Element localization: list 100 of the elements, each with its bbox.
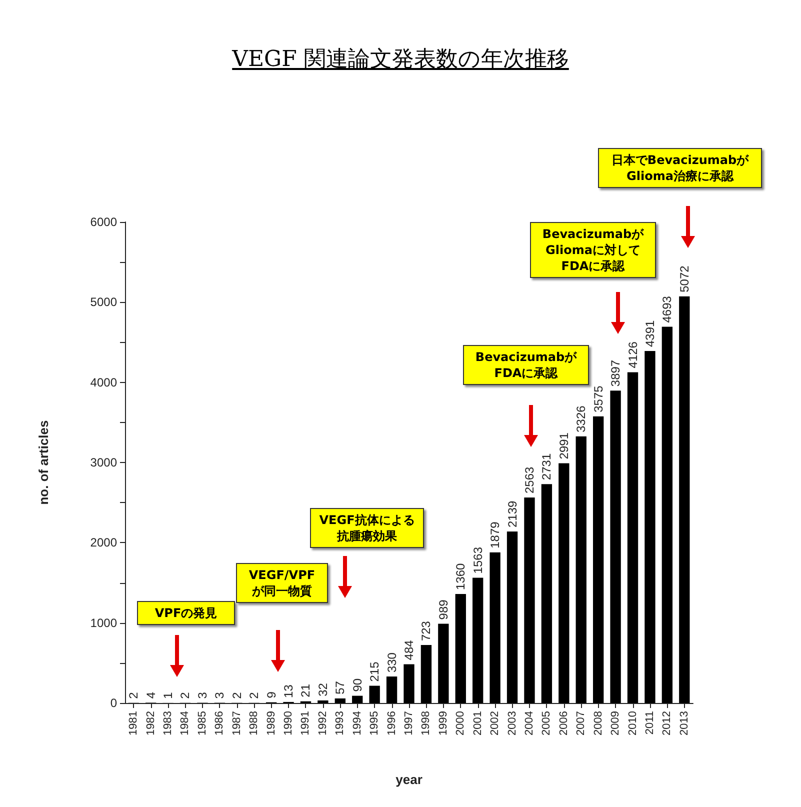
y-tick-label: 3000 <box>90 456 118 470</box>
x-tick-label: 2011 <box>644 711 656 735</box>
data-label: 2991 <box>556 432 571 460</box>
data-label: 90 <box>350 678 364 692</box>
x-tick-label: 1987 <box>230 711 243 736</box>
x-tick-label: 1983 <box>162 711 174 736</box>
x-tick-label: 1992 <box>316 711 329 736</box>
data-label: 330 <box>384 652 399 673</box>
bar <box>541 484 552 703</box>
data-label: 2139 <box>505 500 520 528</box>
x-tick-label: 2003 <box>506 711 518 736</box>
bar <box>627 372 638 703</box>
x-tick-label: 1984 <box>179 711 192 736</box>
x-tick-label: 2007 <box>575 711 588 736</box>
data-label: 484 <box>402 640 416 660</box>
data-label: 2731 <box>540 453 554 480</box>
x-axis-title: year <box>396 772 422 787</box>
data-label: 57 <box>333 680 348 694</box>
note-box: BevacizumabがGliomaに対してFDAに承認 <box>530 222 656 278</box>
x-tick-label: 1982 <box>144 711 157 736</box>
bar <box>386 676 398 703</box>
bar <box>576 436 586 703</box>
y-tick-label: 1000 <box>90 616 118 630</box>
bar <box>593 416 604 703</box>
bar <box>318 700 328 703</box>
data-label: 3326 <box>574 405 588 432</box>
note-box: BevacizumabがFDAに承認 <box>463 345 589 385</box>
x-tick-label: 1996 <box>386 711 398 736</box>
y-tick-label: 4000 <box>90 375 118 390</box>
x-tick-label: 2001 <box>472 711 484 736</box>
note-box: 日本でBevacizumabがGlioma治療に承認 <box>598 148 762 188</box>
x-tick-label: 2000 <box>454 711 467 736</box>
bar <box>506 532 518 703</box>
note-box: VPFの発見 <box>137 601 235 625</box>
data-label: 9 <box>264 691 278 698</box>
bar <box>472 578 484 703</box>
bar <box>438 624 449 703</box>
x-tick-label: 2004 <box>523 711 536 736</box>
data-label: 4693 <box>660 296 674 323</box>
data-label: 4391 <box>642 320 657 347</box>
bar <box>455 594 466 703</box>
y-axis-title: no. of articles <box>36 420 51 505</box>
x-tick-label: 1989 <box>265 711 278 736</box>
note-box: VEGF/VPFが同一物質 <box>236 563 328 603</box>
data-label: 1 <box>161 692 176 699</box>
bar <box>404 664 414 703</box>
data-label: 2 <box>126 692 141 699</box>
data-label: 3 <box>212 692 227 699</box>
x-tick-label: 1981 <box>128 711 140 736</box>
y-tick-label: 6000 <box>90 215 118 229</box>
data-label: 989 <box>436 599 450 620</box>
data-label: 723 <box>419 620 434 642</box>
bar <box>352 696 363 703</box>
note-box: VEGF抗体による抗腫瘍効果 <box>310 508 424 548</box>
data-label: 215 <box>368 661 382 682</box>
data-label: 4 <box>144 692 158 699</box>
data-label: 2 <box>178 692 192 699</box>
data-label: 2563 <box>522 466 536 494</box>
x-tick-label: 2005 <box>540 711 553 736</box>
data-label: 3575 <box>591 385 606 412</box>
x-tick-label: 1998 <box>420 711 432 736</box>
data-label: 4126 <box>626 341 640 368</box>
x-tick-label: 1988 <box>248 711 260 736</box>
x-tick-label: 2010 <box>626 711 639 736</box>
x-tick-label: 1995 <box>368 711 381 736</box>
bar <box>644 350 656 703</box>
bar <box>490 552 500 703</box>
x-tick-label: 1999 <box>437 711 450 736</box>
y-tick-label: 0 <box>110 696 118 710</box>
x-tick-label: 1990 <box>282 711 295 736</box>
x-tick-label: 1997 <box>403 711 415 736</box>
x-tick-label: 2009 <box>610 711 622 736</box>
x-tick-label: 1986 <box>214 711 226 736</box>
chart-title: VEGF 関連論文発表数の年次推移 <box>232 47 569 72</box>
bar <box>524 498 535 703</box>
data-label: 5072 <box>677 265 692 292</box>
bar <box>420 645 432 703</box>
data-label: 3 <box>195 692 210 699</box>
x-tick-label: 2006 <box>558 711 570 736</box>
bar <box>679 296 690 703</box>
x-tick-label: 2013 <box>678 711 690 736</box>
data-label: 32 <box>316 682 330 696</box>
data-label: 1563 <box>470 546 485 574</box>
x-tick-label: 2008 <box>592 711 604 736</box>
bar <box>662 326 673 703</box>
x-tick-label: 1994 <box>351 711 364 736</box>
y-tick-label: 2000 <box>90 536 118 550</box>
data-label: 1879 <box>488 521 502 548</box>
data-label: 2 <box>230 692 244 699</box>
x-tick-label: 1985 <box>196 711 208 736</box>
bar <box>610 390 621 703</box>
data-label: 13 <box>282 684 296 698</box>
x-tick-label: 1993 <box>334 711 346 736</box>
bar <box>369 686 380 703</box>
data-label: 2 <box>247 692 262 699</box>
x-tick-label: 1991 <box>300 711 312 736</box>
data-label: 3897 <box>608 360 623 387</box>
bar <box>334 698 346 703</box>
y-tick-label: 5000 <box>90 295 118 310</box>
data-label: 1360 <box>454 562 468 590</box>
